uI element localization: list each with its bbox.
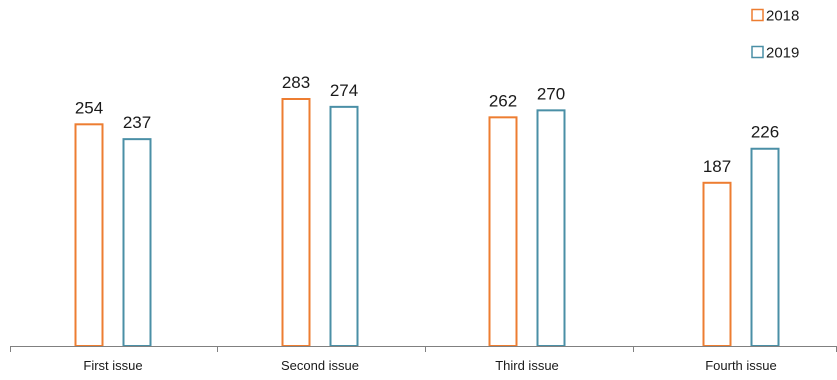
bar-2018-2 <box>281 98 311 347</box>
legend-label-2019: 2019 <box>766 45 799 62</box>
bar-2019-2 <box>329 105 359 348</box>
x-tick-label-1: First issue <box>83 358 142 373</box>
data-label-2018-3: 262 <box>489 91 517 110</box>
legend-swatch-2019 <box>751 45 764 59</box>
legend-swatch-2018 <box>751 8 764 22</box>
bar-2018-1 <box>74 123 104 347</box>
data-label-2018-2: 283 <box>282 73 310 92</box>
bar-2019-4 <box>750 147 780 347</box>
data-label-2018-1: 254 <box>75 98 103 117</box>
data-label-2018-4: 187 <box>703 157 731 176</box>
data-label-2019-2: 274 <box>330 81 358 100</box>
value-labels-group: 254 283 262 187 237 274 270 226 <box>75 73 779 176</box>
bars-group <box>74 98 780 348</box>
bar-2019-1 <box>122 138 152 347</box>
bar-2018-3 <box>488 116 518 347</box>
x-axis: First issue Second issue Third issue Fourth… <box>10 346 837 373</box>
data-label-2019-3: 270 <box>537 84 565 103</box>
x-tick-label-3: Third issue <box>495 358 559 373</box>
legend-label-2018: 2018 <box>766 8 799 25</box>
data-label-2019-4: 226 <box>751 123 779 142</box>
x-tick-label-4: Fourth issue <box>705 358 777 373</box>
data-label-2019-1: 237 <box>123 113 151 132</box>
legend: 2018 2019 <box>751 8 799 62</box>
x-tick-label-2: Second issue <box>281 358 359 373</box>
bar-2019-3 <box>536 109 566 348</box>
bar-2018-4 <box>702 181 732 347</box>
